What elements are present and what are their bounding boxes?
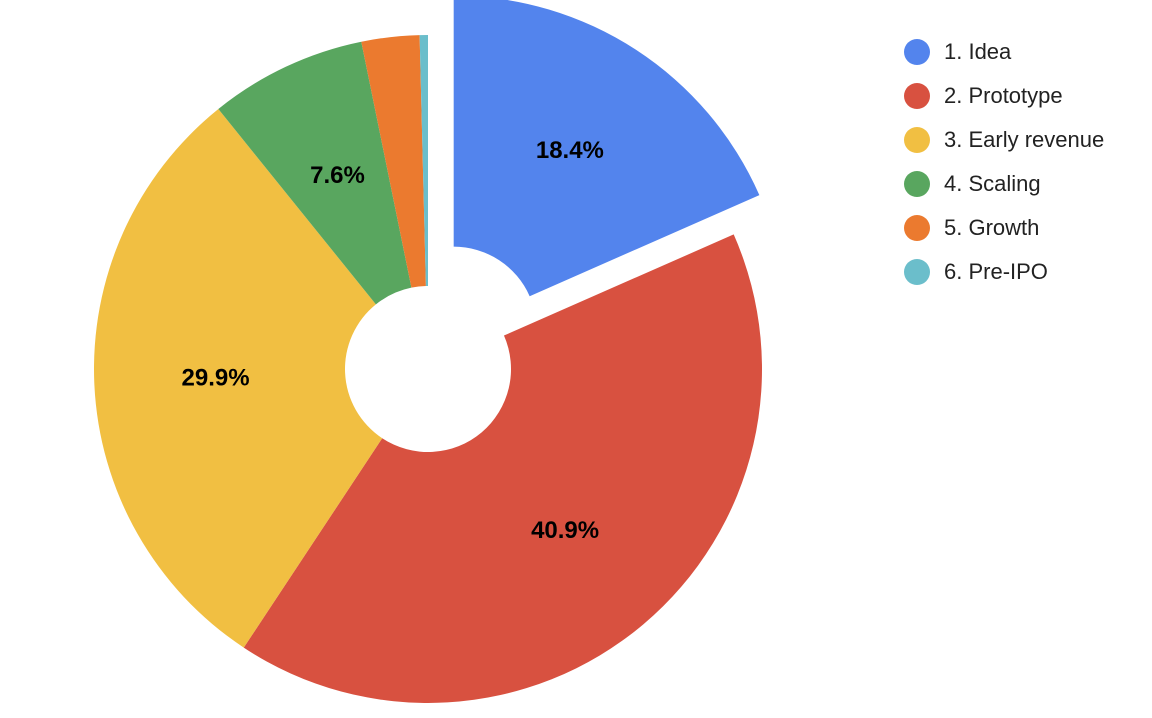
legend-swatch xyxy=(904,127,930,153)
legend-label: 3. Early revenue xyxy=(944,127,1105,152)
legend-item-4[interactable]: 4. Scaling xyxy=(904,162,1104,206)
slice-6[interactable] xyxy=(419,35,428,287)
legend-label: 2. Prototype xyxy=(944,83,1063,108)
legend-item-3[interactable]: 3. Early revenue xyxy=(904,118,1104,162)
legend-swatch xyxy=(904,39,930,65)
legend-item-2[interactable]: 2. Prototype xyxy=(904,74,1104,118)
slice-label-3: 29.9% xyxy=(182,364,250,391)
slice-4[interactable] xyxy=(218,41,412,305)
legend-label: 6. Pre-IPO xyxy=(944,259,1048,284)
slice-3[interactable] xyxy=(94,108,383,648)
legend-item-6[interactable]: 6. Pre-IPO xyxy=(904,250,1104,294)
legend-label: 5. Growth xyxy=(944,215,1040,240)
legend-label: 4. Scaling xyxy=(944,171,1041,196)
legend-swatch xyxy=(904,259,930,285)
slice-2[interactable] xyxy=(243,234,763,704)
slices-group xyxy=(94,0,763,704)
legend-swatch xyxy=(904,171,930,197)
legend-swatch xyxy=(904,215,930,241)
labels-group: 18.4% 40.9% 29.9% 7.6% xyxy=(182,137,604,544)
slice-5[interactable] xyxy=(361,35,426,288)
legend-swatch xyxy=(904,83,930,109)
slice-1[interactable] xyxy=(453,0,760,297)
legend-item-1[interactable]: 1. Idea xyxy=(904,30,1104,74)
slice-label-4: 7.6% xyxy=(310,162,365,189)
legend: 1. Idea 2. Prototype 3. Early revenue 4. Sc… xyxy=(904,30,1104,294)
slice-label-2: 40.9% xyxy=(531,517,599,544)
slice-label-1: 18.4% xyxy=(536,137,604,164)
legend-label: 1. Idea xyxy=(944,39,1012,64)
legend-item-5[interactable]: 5. Growth xyxy=(904,206,1104,250)
